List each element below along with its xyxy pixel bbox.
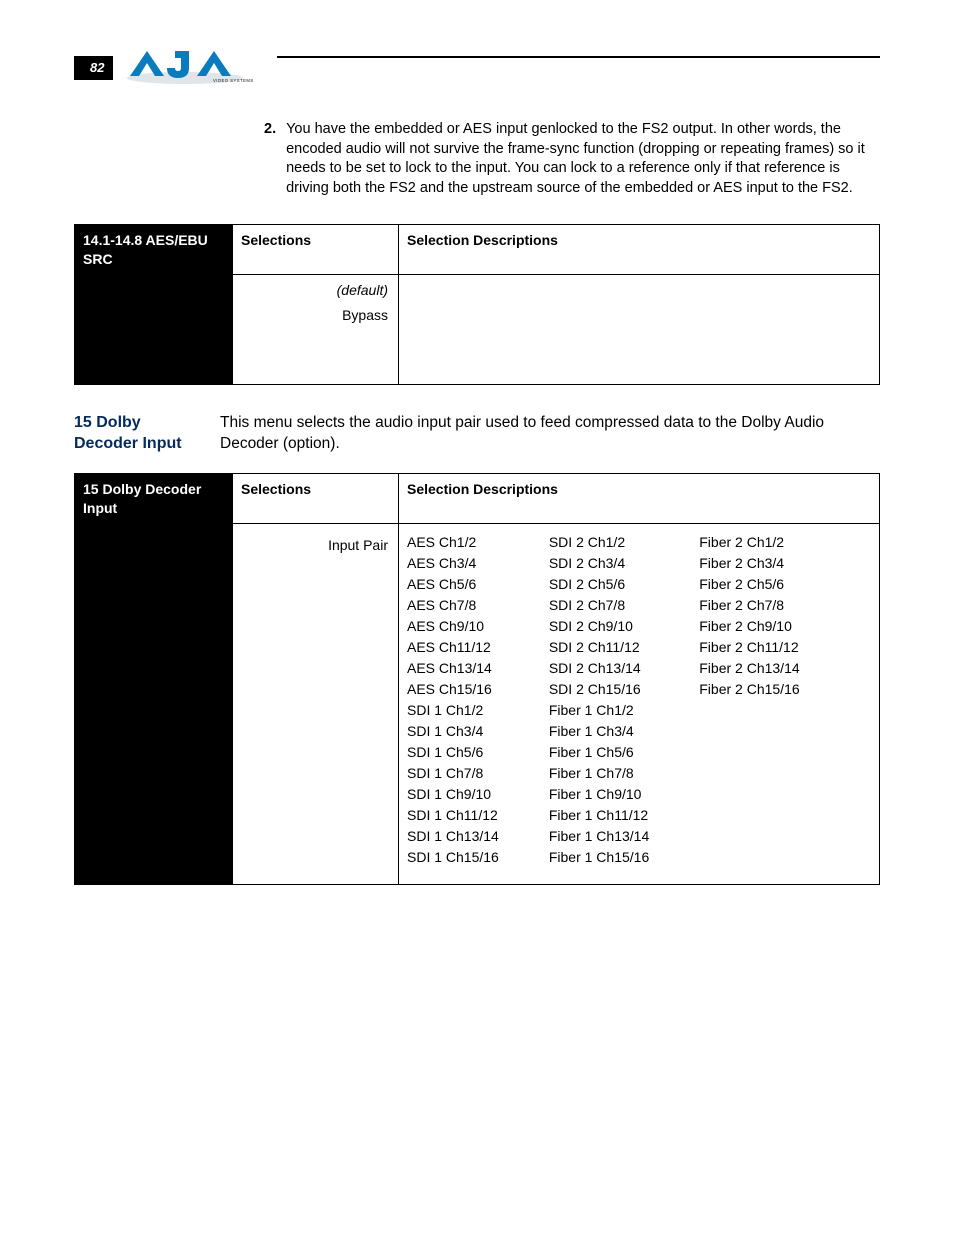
table-title-cell: 15 Dolby Decoder Input xyxy=(75,473,233,523)
table-header-row: 14.1-14.8 AES/EBU SRC Selections Selecti… xyxy=(75,225,880,275)
row-label-black xyxy=(75,523,233,884)
channel-item: Fiber 1 Ch7/8 xyxy=(549,763,649,784)
selection-cell: Input Pair xyxy=(233,523,399,884)
svg-text:VIDEO SYSTEMS: VIDEO SYSTEMS xyxy=(213,78,254,83)
channel-item: Fiber 2 Ch7/8 xyxy=(699,595,799,616)
col-selections: Selections xyxy=(233,473,399,523)
channel-item: SDI 2 Ch15/16 xyxy=(549,679,649,700)
channel-item: SDI 1 Ch7/8 xyxy=(407,763,499,784)
channel-item: Fiber 1 Ch9/10 xyxy=(549,784,649,805)
header-rule xyxy=(277,56,880,58)
channel-item: Fiber 1 Ch11/12 xyxy=(549,805,649,826)
description-cell xyxy=(399,275,880,385)
list-body: You have the embedded or AES input genlo… xyxy=(286,120,880,198)
channel-col-2: SDI 2 Ch1/2SDI 2 Ch3/4SDI 2 Ch5/6SDI 2 C… xyxy=(549,532,649,868)
channel-item: SDI 1 Ch11/12 xyxy=(407,805,499,826)
channel-item: Fiber 2 Ch11/12 xyxy=(699,637,799,658)
channel-item: AES Ch1/2 xyxy=(407,532,499,553)
channel-item: Fiber 2 Ch1/2 xyxy=(699,532,799,553)
channel-item: SDI 1 Ch15/16 xyxy=(407,847,499,868)
channel-item: Fiber 1 Ch1/2 xyxy=(549,700,649,721)
row-label-black xyxy=(75,275,233,385)
channel-item: SDI 1 Ch1/2 xyxy=(407,700,499,721)
table-dolby-decoder-input: 15 Dolby Decoder Input Selections Select… xyxy=(74,473,880,885)
table-row: (default) Bypass xyxy=(75,275,880,385)
channel-item: Fiber 1 Ch5/6 xyxy=(549,742,649,763)
channel-item: AES Ch7/8 xyxy=(407,595,499,616)
selection-default: (default) xyxy=(241,281,388,300)
aja-logo: VIDEO SYSTEMS xyxy=(127,48,257,84)
page-number: 82 xyxy=(74,56,113,80)
channel-item: SDI 1 Ch3/4 xyxy=(407,721,499,742)
table-title-cell: 14.1-14.8 AES/EBU SRC xyxy=(75,225,233,275)
section-dolby-decoder-input: 15 Dolby Decoder Input This menu selects… xyxy=(74,413,880,455)
channel-item: AES Ch15/16 xyxy=(407,679,499,700)
channel-item: Fiber 1 Ch15/16 xyxy=(549,847,649,868)
channel-item: Fiber 2 Ch3/4 xyxy=(699,553,799,574)
channel-item: Fiber 2 Ch5/6 xyxy=(699,574,799,595)
page-header: 82 VIDEO SYSTEMS xyxy=(74,50,880,86)
channel-item: AES Ch13/14 xyxy=(407,658,499,679)
channel-item: SDI 2 Ch1/2 xyxy=(549,532,649,553)
channel-item: AES Ch3/4 xyxy=(407,553,499,574)
channel-item: SDI 1 Ch9/10 xyxy=(407,784,499,805)
table-header-row: 15 Dolby Decoder Input Selections Select… xyxy=(75,473,880,523)
channel-item: Fiber 1 Ch13/14 xyxy=(549,826,649,847)
channel-item: SDI 2 Ch13/14 xyxy=(549,658,649,679)
channel-item: Fiber 2 Ch9/10 xyxy=(699,616,799,637)
channel-item: Fiber 1 Ch3/4 xyxy=(549,721,649,742)
col-selections: Selections xyxy=(233,225,399,275)
channel-item: SDI 2 Ch11/12 xyxy=(549,637,649,658)
channel-item: AES Ch11/12 xyxy=(407,637,499,658)
selection-cell: (default) Bypass xyxy=(233,275,399,385)
list-number: 2. xyxy=(264,120,276,198)
channel-item: SDI 2 Ch5/6 xyxy=(549,574,649,595)
selection-bypass: Bypass xyxy=(241,306,388,325)
channel-item: SDI 1 Ch5/6 xyxy=(407,742,499,763)
selection-input-pair: Input Pair xyxy=(241,536,388,555)
section-title: 15 Dolby Decoder Input xyxy=(74,413,202,455)
section-body: This menu selects the audio input pair u… xyxy=(220,413,880,455)
channel-col-3: Fiber 2 Ch1/2Fiber 2 Ch3/4Fiber 2 Ch5/6F… xyxy=(699,532,799,868)
channel-columns: AES Ch1/2AES Ch3/4AES Ch5/6AES Ch7/8AES … xyxy=(407,530,871,878)
col-descriptions: Selection Descriptions xyxy=(399,225,880,275)
channel-item: AES Ch9/10 xyxy=(407,616,499,637)
numbered-paragraph: 2. You have the embedded or AES input ge… xyxy=(264,120,880,198)
description-cell: AES Ch1/2AES Ch3/4AES Ch5/6AES Ch7/8AES … xyxy=(399,523,880,884)
col-descriptions: Selection Descriptions xyxy=(399,473,880,523)
page: 82 VIDEO SYSTEMS 2. You have the embedde… xyxy=(0,0,954,1235)
channel-item: SDI 2 Ch9/10 xyxy=(549,616,649,637)
channel-item: AES Ch5/6 xyxy=(407,574,499,595)
table-row: Input Pair AES Ch1/2AES Ch3/4AES Ch5/6AE… xyxy=(75,523,880,884)
channel-col-1: AES Ch1/2AES Ch3/4AES Ch5/6AES Ch7/8AES … xyxy=(407,532,499,868)
channel-item: SDI 2 Ch7/8 xyxy=(549,595,649,616)
table-aes-ebu-src: 14.1-14.8 AES/EBU SRC Selections Selecti… xyxy=(74,224,880,385)
channel-item: SDI 1 Ch13/14 xyxy=(407,826,499,847)
channel-item: Fiber 2 Ch13/14 xyxy=(699,658,799,679)
channel-item: SDI 2 Ch3/4 xyxy=(549,553,649,574)
channel-item: Fiber 2 Ch15/16 xyxy=(699,679,799,700)
